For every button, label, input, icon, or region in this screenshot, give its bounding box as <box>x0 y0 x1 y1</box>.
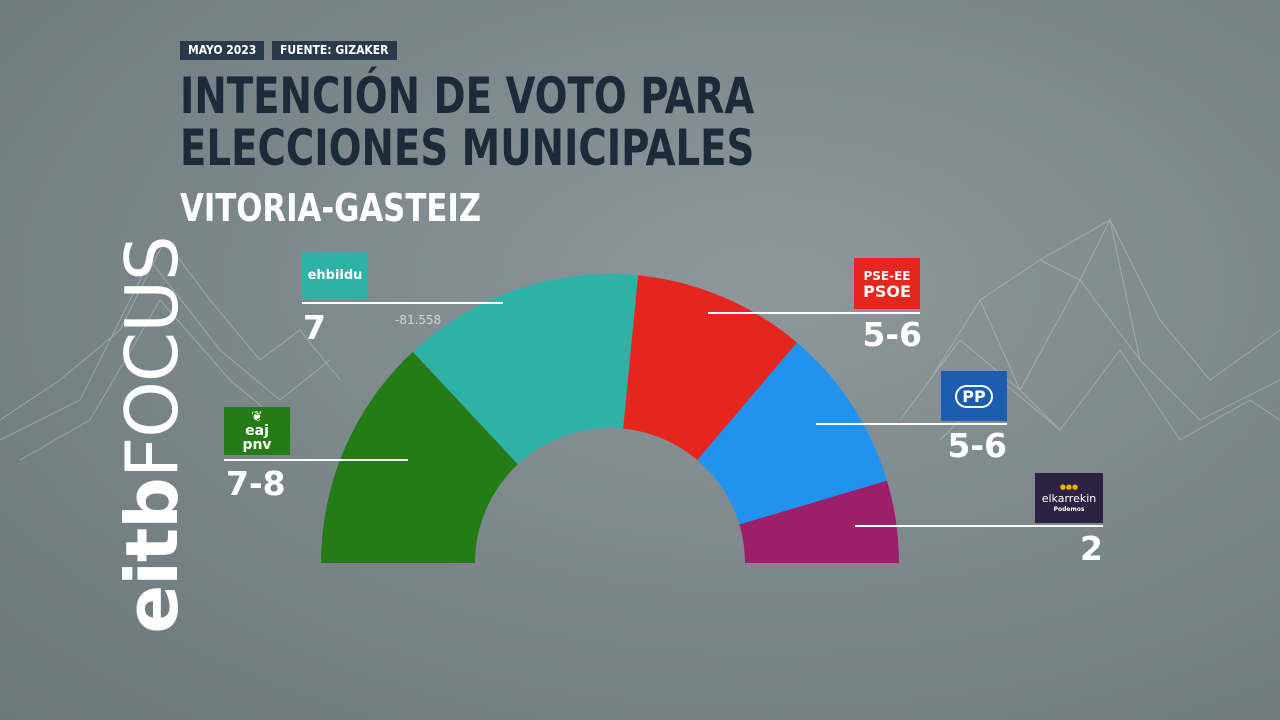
pnv-leaf-icon: ❦ <box>251 409 263 425</box>
slice-eaj-pnv <box>321 351 518 563</box>
source-tag: FUENTE: GIZAKER <box>272 41 397 60</box>
logo-eaj-text-2: pnv <box>242 437 272 453</box>
logo-eaj-pnv: ❦ eaj pnv <box>224 407 290 455</box>
slice-psoe <box>623 275 797 461</box>
logo-elkarrekin-text-2: Podemos <box>1053 505 1085 513</box>
seats-elkarrekin: 2 <box>1080 529 1103 568</box>
seats-psoe: 5-6 <box>862 315 922 354</box>
slice-pp <box>697 342 888 525</box>
slice-elkarrekin <box>739 480 899 563</box>
elkarrekin-dots-icon: ●●● <box>1059 482 1079 491</box>
logo-psoe: PSE-EE PSOE <box>854 258 920 309</box>
logo-ehbildu-text: ehbildu <box>307 267 363 283</box>
logo-eaj-text-1: eaj <box>245 423 269 439</box>
logo-elkarrekin-text-1: elkarrekin <box>1041 491 1097 505</box>
logo-psoe-text-1: PSE-EE <box>863 268 911 283</box>
logo-ehbildu: ehbildu <box>302 251 368 299</box>
logo-elkarrekin: ●●● elkarrekin Podemos <box>1035 473 1103 523</box>
seats-eaj-pnv: 7-8 <box>226 464 286 503</box>
slice-ehbildu <box>412 274 639 465</box>
logo-pp-text: PP <box>955 384 993 408</box>
chart-title: INTENCIÓN DE VOTO PARA ELECCIONES MUNICI… <box>180 67 755 177</box>
annotation-value: -81.558 <box>395 313 442 327</box>
chart-subtitle: VITORIA-GASTEIZ <box>180 186 482 230</box>
date-tag: MAYO 2023 <box>180 41 265 60</box>
seats-ehbildu: 7 <box>303 308 326 347</box>
logo-psoe-text-2: PSOE <box>863 281 911 301</box>
seats-pp: 5-6 <box>947 426 1007 465</box>
logo-pp: PP <box>941 371 1007 421</box>
